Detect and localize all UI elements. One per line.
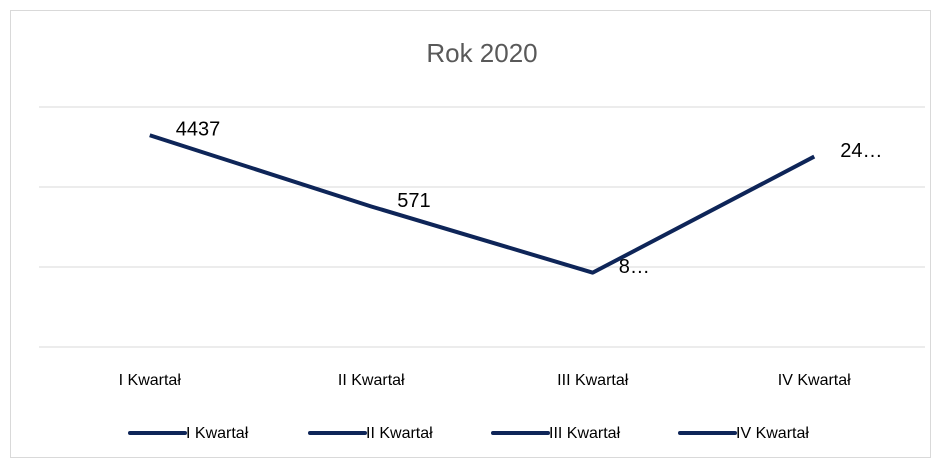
x-tick-label: IV Kwartał [778,372,851,389]
x-tick-label: II Kwartał [338,372,405,389]
legend-label: I Kwartał [186,425,249,442]
chart-title: Rok 2020 [426,38,537,68]
x-tick-label: I Kwartał [119,372,182,389]
x-tick-label: III Kwartał [557,372,629,389]
data-label: 571 [397,190,430,212]
line [149,133,816,275]
legend-label: III Kwartał [549,425,621,442]
legend-label: II Kwartał [366,425,433,442]
chart-border [10,10,931,458]
data-label: 24… [840,140,882,162]
data-label: 4437 [176,119,221,141]
data-label: 8… [619,256,650,278]
legend-label: IV Kwartał [736,425,809,442]
